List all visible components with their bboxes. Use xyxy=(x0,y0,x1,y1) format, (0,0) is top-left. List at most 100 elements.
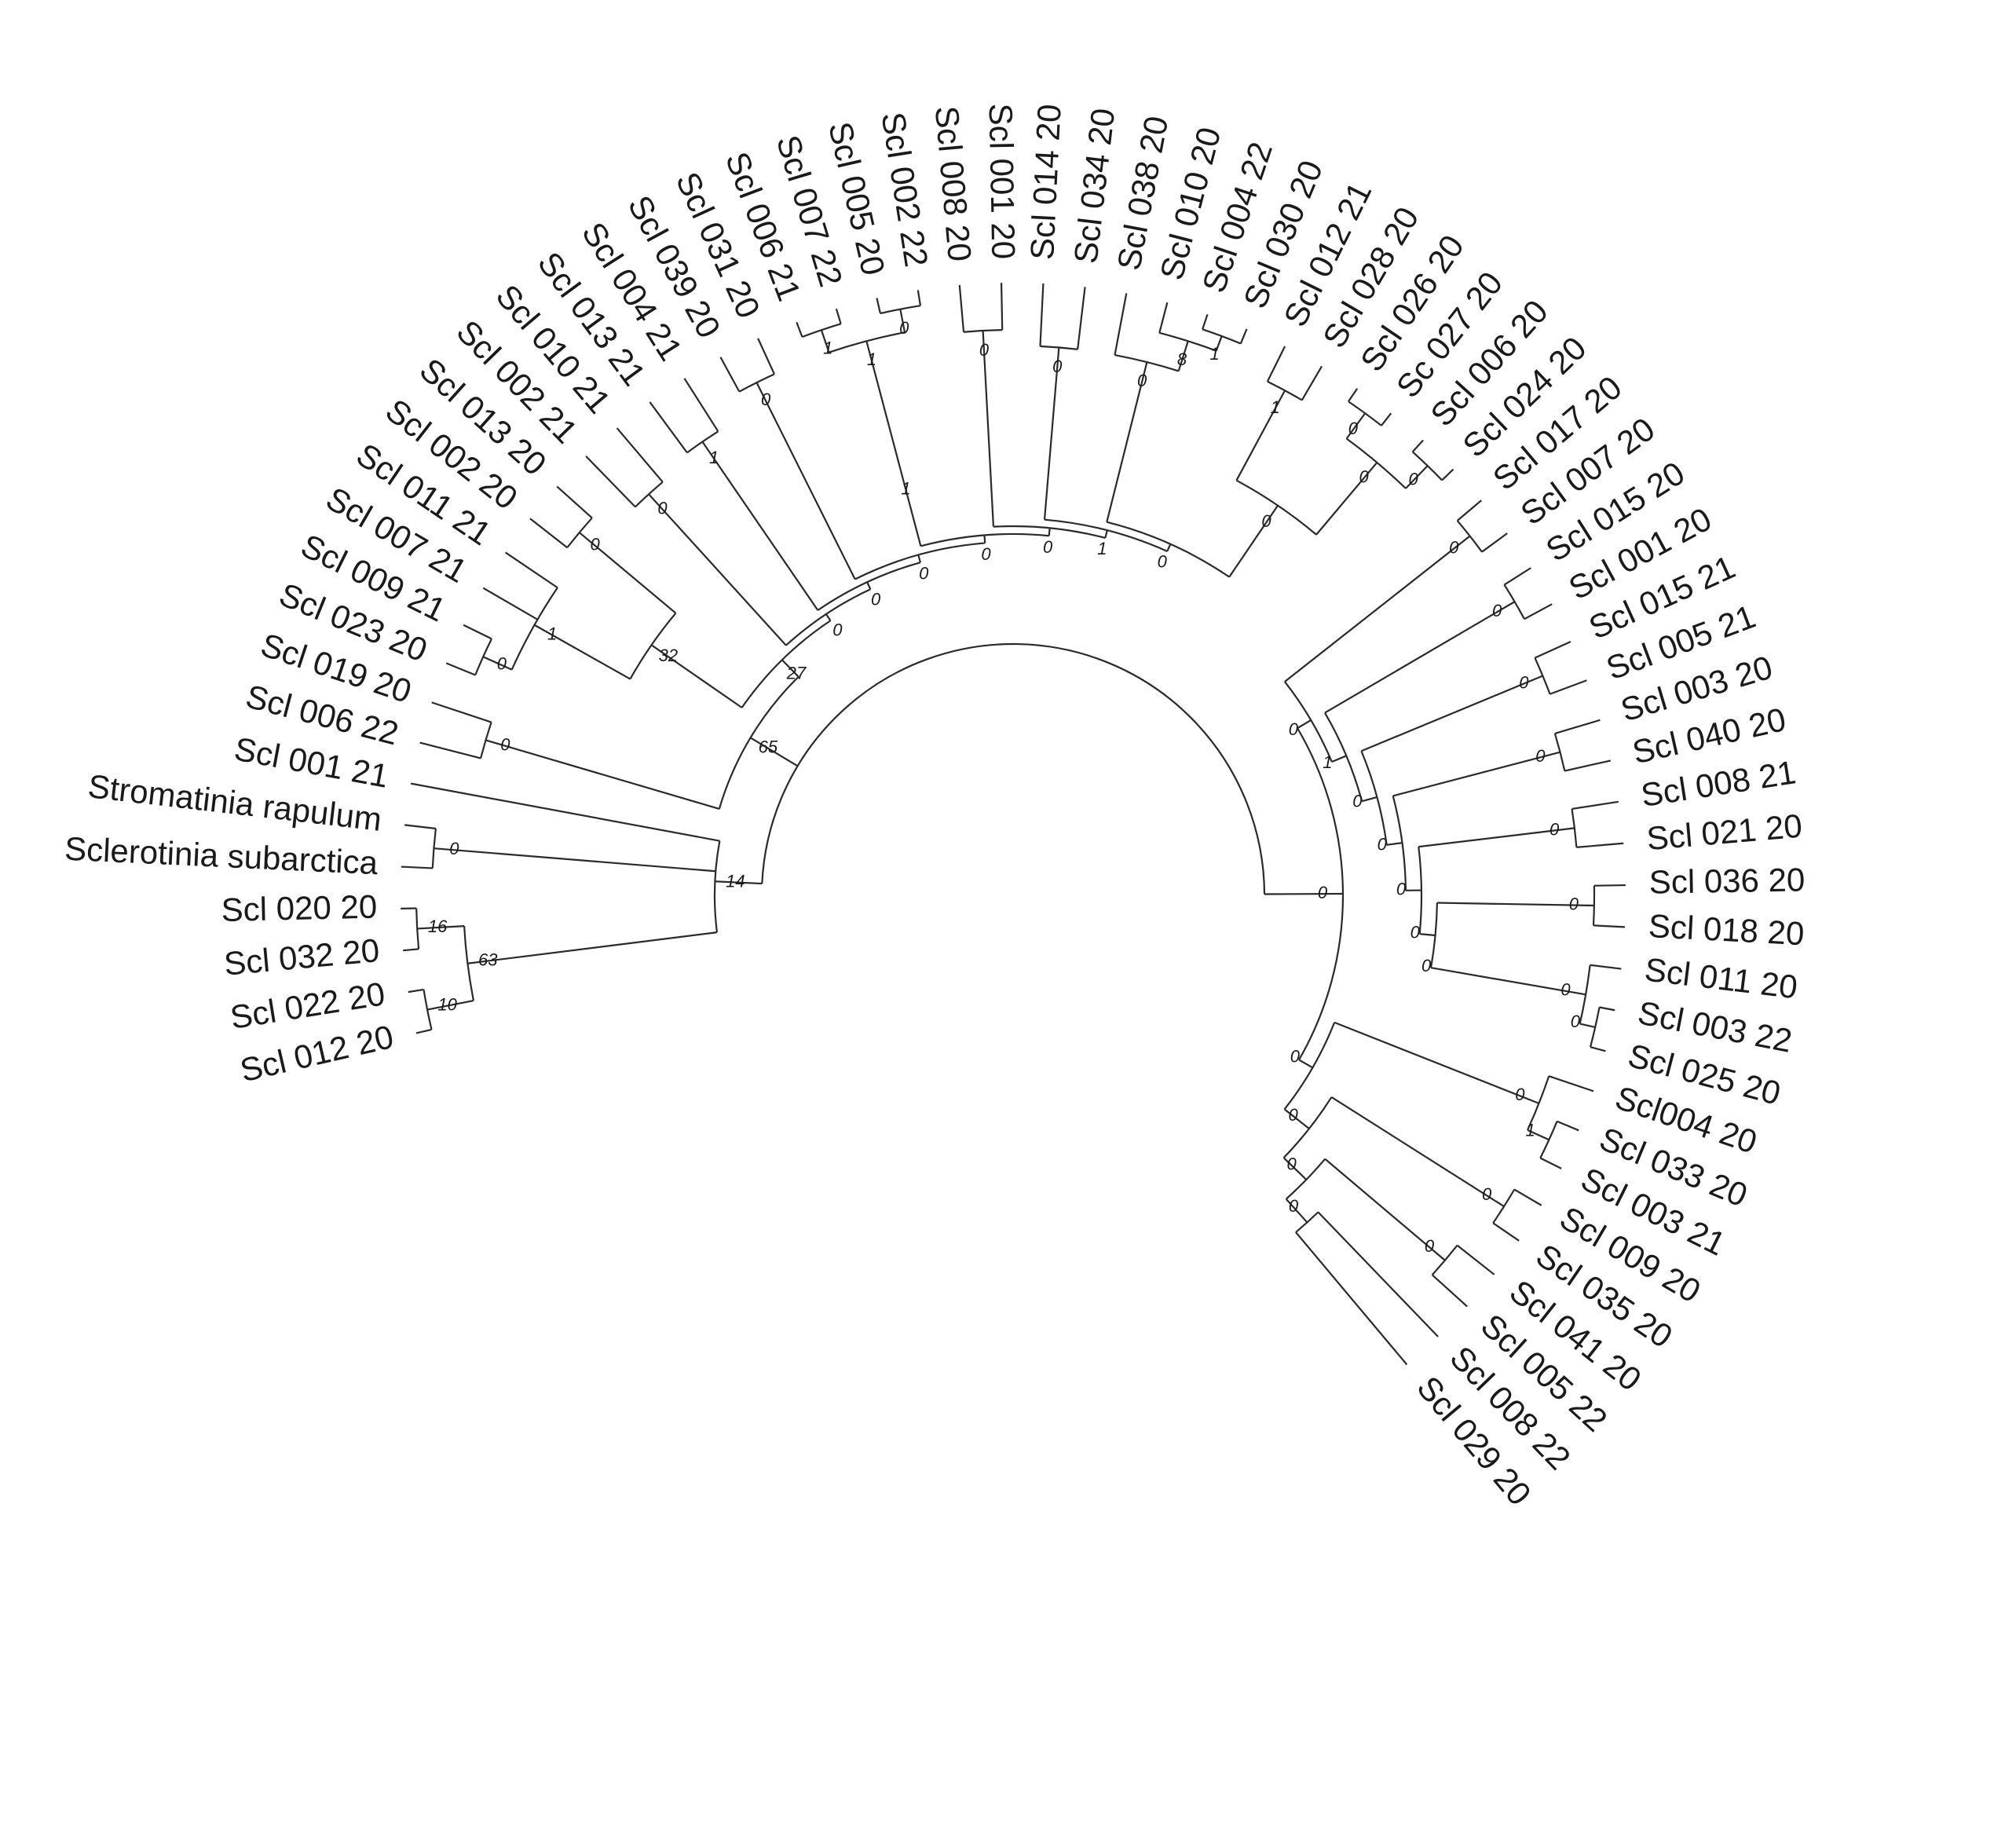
branch-arc xyxy=(1592,885,1596,926)
branch-line xyxy=(1284,535,1471,682)
branch-arc xyxy=(829,331,906,353)
branch-arc xyxy=(1283,1022,1336,1111)
branch-line xyxy=(1571,800,1619,811)
support-value: 32 xyxy=(659,646,678,665)
branch-line xyxy=(463,624,492,640)
branch-line xyxy=(1436,902,1594,907)
branch-arc xyxy=(1534,657,1551,695)
branch-line xyxy=(1599,1006,1615,1012)
branch-line xyxy=(820,329,830,353)
leaf-label: Scl 032 20 xyxy=(222,931,381,983)
branch-line xyxy=(1048,528,1051,536)
branch-line xyxy=(1043,347,1060,520)
branch-line xyxy=(1446,969,1586,996)
branch-arc xyxy=(1107,521,1230,578)
branch-line xyxy=(1317,1211,1439,1338)
support-value: 0 xyxy=(1519,672,1529,692)
branch-line xyxy=(1411,439,1424,453)
branch-line xyxy=(1492,1222,1520,1242)
branch-line xyxy=(1430,967,1447,972)
branch-line xyxy=(434,847,716,873)
branch-line xyxy=(983,535,986,543)
support-value: 10 xyxy=(437,994,457,1014)
support-value: 14 xyxy=(726,871,745,891)
branch-line xyxy=(750,737,799,767)
branch-arc xyxy=(1360,750,1388,845)
branch-arc xyxy=(1392,796,1407,891)
branch-line xyxy=(1315,462,1378,536)
branch-line xyxy=(756,382,856,580)
branch-line xyxy=(482,587,539,620)
branch-line xyxy=(1295,1231,1408,1366)
branch-line xyxy=(1039,283,1045,346)
branch-line xyxy=(1324,1158,1446,1261)
branch-line xyxy=(1419,932,1436,937)
branch-line xyxy=(1324,601,1516,714)
branch-arc xyxy=(1456,520,1483,553)
branch-arc xyxy=(1431,1244,1458,1276)
support-value: 0 xyxy=(761,390,771,409)
branch-line xyxy=(504,551,558,589)
support-value: 0 xyxy=(899,318,909,338)
support-value: 0 xyxy=(1137,371,1147,390)
support-value: 0 xyxy=(1348,419,1359,438)
support-value: 0 xyxy=(1261,511,1271,531)
branch-arc xyxy=(1492,1188,1516,1224)
branch-line xyxy=(648,493,787,646)
support-value: 0 xyxy=(1560,980,1571,1000)
branch-line xyxy=(719,357,741,393)
branch-line xyxy=(579,532,677,614)
branch-line xyxy=(1431,1274,1468,1308)
support-value: 27 xyxy=(786,664,807,683)
support-value: 0 xyxy=(1410,922,1421,942)
branch-arc xyxy=(1044,518,1168,552)
support-value: 8 xyxy=(1177,349,1187,369)
branch-line xyxy=(1077,287,1086,349)
branch-arc xyxy=(920,532,1049,547)
support-value: 0 xyxy=(1482,1184,1492,1204)
branch-line xyxy=(1503,567,1531,586)
branch-arc xyxy=(1345,437,1407,489)
support-value: 0 xyxy=(1549,819,1560,839)
branch-line xyxy=(1114,293,1128,356)
branch-line xyxy=(835,308,842,324)
support-value: 0 xyxy=(1287,1155,1297,1174)
branch-arc xyxy=(629,612,677,680)
branch-line xyxy=(1202,313,1209,330)
support-value: 0 xyxy=(657,498,668,518)
branch-line xyxy=(649,401,688,454)
branch-arc xyxy=(718,675,799,810)
branch-line xyxy=(1298,1059,1313,1069)
branch-arc xyxy=(1418,847,1423,935)
branch-arc xyxy=(738,373,775,393)
branch-line xyxy=(1228,505,1279,578)
support-value: 0 xyxy=(1359,467,1369,487)
branch-line xyxy=(650,644,743,708)
branch-line xyxy=(404,824,437,830)
branch-arc xyxy=(1503,584,1525,620)
branch-line xyxy=(917,290,922,306)
branch-arc xyxy=(713,840,721,933)
support-value: 0 xyxy=(1378,834,1388,854)
branch-line xyxy=(1297,719,1312,730)
branch-line xyxy=(616,427,664,483)
tree-branches xyxy=(401,283,1626,1366)
branch-line xyxy=(1345,412,1367,440)
branch-line xyxy=(1282,1157,1308,1180)
branch-arc xyxy=(854,542,986,580)
support-value: 63 xyxy=(478,950,498,969)
branch-line xyxy=(757,338,775,375)
branch-line xyxy=(417,924,465,930)
support-value: 0 xyxy=(1352,792,1363,811)
branch-line xyxy=(1381,412,1392,426)
support-value: 0 xyxy=(500,735,510,755)
branch-arc xyxy=(1159,331,1217,352)
branch-line xyxy=(1386,842,1403,846)
branch-line xyxy=(917,554,921,563)
branch-line xyxy=(403,948,419,952)
branch-line xyxy=(415,1028,432,1034)
support-value: 0 xyxy=(871,590,881,609)
support-value: 1 xyxy=(1209,344,1219,364)
